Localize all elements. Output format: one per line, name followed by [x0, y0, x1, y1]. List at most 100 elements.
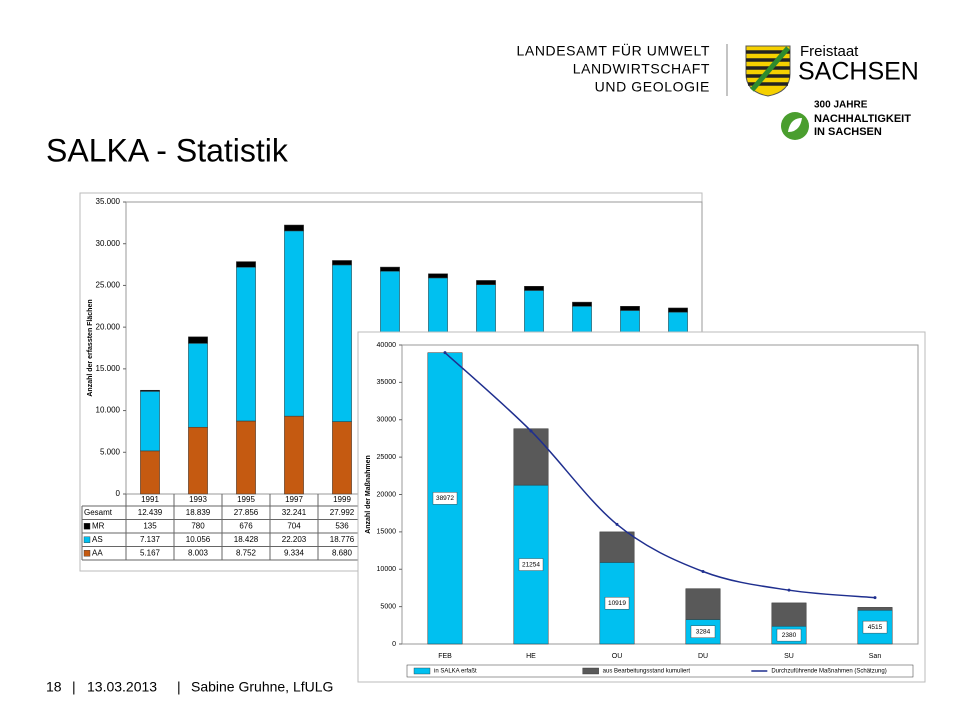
x-tick-label: 1999 [333, 495, 351, 504]
table-row-label: AA [92, 548, 103, 557]
y-axis-label: Anzahl der erfassten Flächen [87, 299, 94, 396]
data-label: 3284 [696, 628, 711, 635]
data-label: 4515 [868, 624, 883, 631]
bar-segment [476, 280, 496, 285]
data-label-box [690, 625, 716, 638]
badge-logo [781, 112, 809, 140]
legend-label: in SALKA erfaßt [434, 669, 477, 675]
y-tick-label: 0 [392, 641, 396, 648]
bar-segment [524, 286, 544, 291]
legend-swatch [582, 667, 599, 675]
y-tick-label: 15.000 [96, 364, 121, 373]
table-cell: 780 [191, 521, 205, 530]
header: LANDESAMT FÜR UMWELT LANDWIRTSCHAFT UND … [517, 42, 919, 140]
bar-segment [513, 428, 549, 486]
data-label: 10919 [608, 600, 626, 607]
bar-segment [284, 415, 304, 495]
data-label: 2380 [782, 632, 797, 639]
line-point [787, 588, 791, 592]
bar-segment [599, 531, 635, 563]
table-cell: 704 [287, 521, 301, 530]
y-tick-label: 35000 [377, 379, 397, 386]
data-label: 21254 [522, 561, 540, 568]
coat-of-arms [745, 45, 791, 97]
bar-segment [380, 266, 400, 272]
bar-segment [236, 420, 256, 495]
data-label-box [862, 620, 888, 634]
x-tick-label: DU [698, 653, 708, 660]
badge-line: IN SACHSEN [814, 126, 882, 138]
data-label-box [604, 596, 630, 610]
table-cell: 32.241 [282, 508, 307, 517]
line-point [873, 596, 877, 600]
table-cell: 9.334 [284, 548, 305, 557]
table-cell: 18.839 [186, 508, 211, 517]
x-tick-label: FEB [438, 653, 452, 660]
legend-swatch [83, 536, 91, 543]
legend-label: aus Bearbeitungsstand kumuliert [603, 669, 691, 675]
date: 13.03.2013 [87, 679, 157, 695]
agency-line: UND GEOLOGIE [595, 79, 710, 95]
x-tick-label: 1993 [189, 495, 207, 504]
badge-line: 300 JAHRE [814, 100, 868, 111]
bar-segment [284, 224, 304, 232]
bar-segment [140, 391, 160, 452]
data-label: 38972 [436, 495, 454, 502]
table-cell: 676 [239, 521, 253, 530]
y-tick-label: 35.000 [96, 197, 121, 206]
x-tick-label: HE [526, 653, 536, 660]
slide-title: SALKA - Statistik [46, 132, 289, 168]
y-tick-label: 10000 [377, 566, 397, 573]
bar-segment [140, 450, 160, 495]
y-tick-label: 10.000 [96, 406, 121, 415]
y-tick-label: 25.000 [96, 281, 121, 290]
bar-segment [572, 301, 592, 307]
separator: | [72, 679, 76, 695]
y-tick-label: 5.000 [100, 447, 121, 456]
table-cell: 12.439 [138, 508, 163, 517]
bar-segment [188, 336, 208, 344]
agency-line: LANDESAMT FÜR UMWELT [517, 42, 711, 59]
table-cell: 135 [143, 521, 157, 530]
line-point [443, 351, 447, 355]
table-row-label: Gesamt [84, 508, 113, 517]
table-cell: 7.137 [140, 535, 161, 544]
x-tick-label: 1995 [237, 495, 255, 504]
data-label-box [432, 492, 458, 505]
line-point [701, 569, 705, 573]
bar-segment [140, 389, 160, 392]
bar-segment [236, 261, 256, 268]
y-tick-label: 5000 [380, 603, 396, 610]
bar-segment [236, 266, 256, 422]
bar-segment [332, 260, 352, 266]
table-cell: 27.992 [330, 508, 355, 517]
bar-segment [620, 306, 640, 311]
data-label-box [776, 628, 802, 642]
legend-swatch [83, 523, 91, 530]
page-number: 18 [46, 679, 62, 695]
separator: | [177, 679, 181, 695]
legend-swatch [413, 667, 431, 675]
y-tick-label: 20000 [377, 491, 397, 498]
line-point [529, 429, 533, 433]
bar-segment [428, 273, 448, 279]
state-big: SACHSEN [798, 58, 919, 86]
y-tick-label: 20.000 [96, 322, 121, 331]
table-cell: 27.856 [234, 508, 259, 517]
bar-segment [668, 307, 688, 313]
bar-segment [685, 588, 721, 620]
bar-segment [332, 264, 352, 422]
y-tick-label: 40000 [377, 342, 397, 349]
x-tick-label: SU [784, 653, 794, 660]
author: Sabine Gruhne, LfULG [191, 679, 333, 695]
line [444, 352, 876, 599]
bar-segment [857, 607, 893, 611]
bar-segment [771, 602, 807, 627]
table-cell: 8.752 [236, 548, 257, 557]
bar-segment [188, 343, 208, 428]
state-small: Freistaat [800, 43, 859, 60]
table-cell: 5.167 [140, 548, 161, 557]
bar-segment [284, 230, 304, 417]
bar-segment [332, 421, 352, 495]
table-cell: 22.203 [282, 535, 307, 544]
